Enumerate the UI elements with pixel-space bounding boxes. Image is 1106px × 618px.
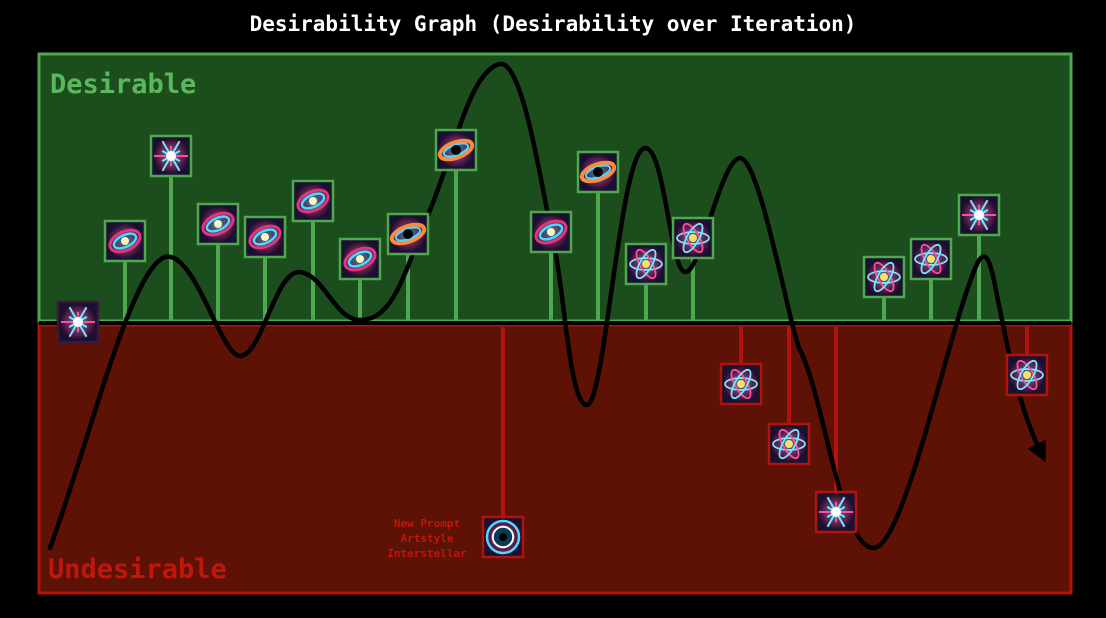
atom-icon bbox=[624, 242, 668, 286]
atom-icon bbox=[909, 237, 953, 281]
spiral-galaxy-icon bbox=[529, 210, 573, 254]
starburst-icon bbox=[149, 134, 193, 178]
black-hole-icon bbox=[386, 212, 430, 256]
atom-icon bbox=[719, 362, 763, 406]
desirability-curve bbox=[47, 61, 1046, 551]
annotation-line: New Prompt bbox=[394, 517, 460, 530]
black-hole-icon bbox=[434, 128, 478, 172]
new-prompt-annotation: New Prompt Artstyle Interstellar bbox=[387, 517, 467, 560]
iteration-stems bbox=[123, 170, 1029, 517]
annotation-line: Interstellar bbox=[387, 547, 467, 560]
graph-title: Desirability Graph (Desirability over It… bbox=[249, 12, 857, 36]
starburst-icon bbox=[957, 193, 1001, 237]
sparkle-burst-icon bbox=[56, 300, 100, 344]
atom-icon bbox=[767, 422, 811, 466]
spiral-galaxy-icon bbox=[338, 237, 382, 281]
annotation-line: Artstyle bbox=[401, 532, 454, 545]
spiral-galaxy-icon bbox=[243, 215, 287, 259]
atom-icon bbox=[671, 216, 715, 260]
atom-icon bbox=[1005, 353, 1049, 397]
spiral-galaxy-icon bbox=[196, 202, 240, 246]
spiral-galaxy-icon bbox=[291, 179, 335, 223]
spiral-galaxy-icon bbox=[103, 219, 147, 263]
iteration-icons bbox=[56, 128, 1049, 559]
atom-icon bbox=[862, 255, 906, 299]
black-hole-eye-icon bbox=[481, 515, 525, 559]
black-hole-icon bbox=[576, 150, 620, 194]
undesirable-label: Undesirable bbox=[48, 554, 227, 585]
starburst-icon bbox=[814, 490, 858, 534]
desirable-label: Desirable bbox=[50, 69, 196, 100]
